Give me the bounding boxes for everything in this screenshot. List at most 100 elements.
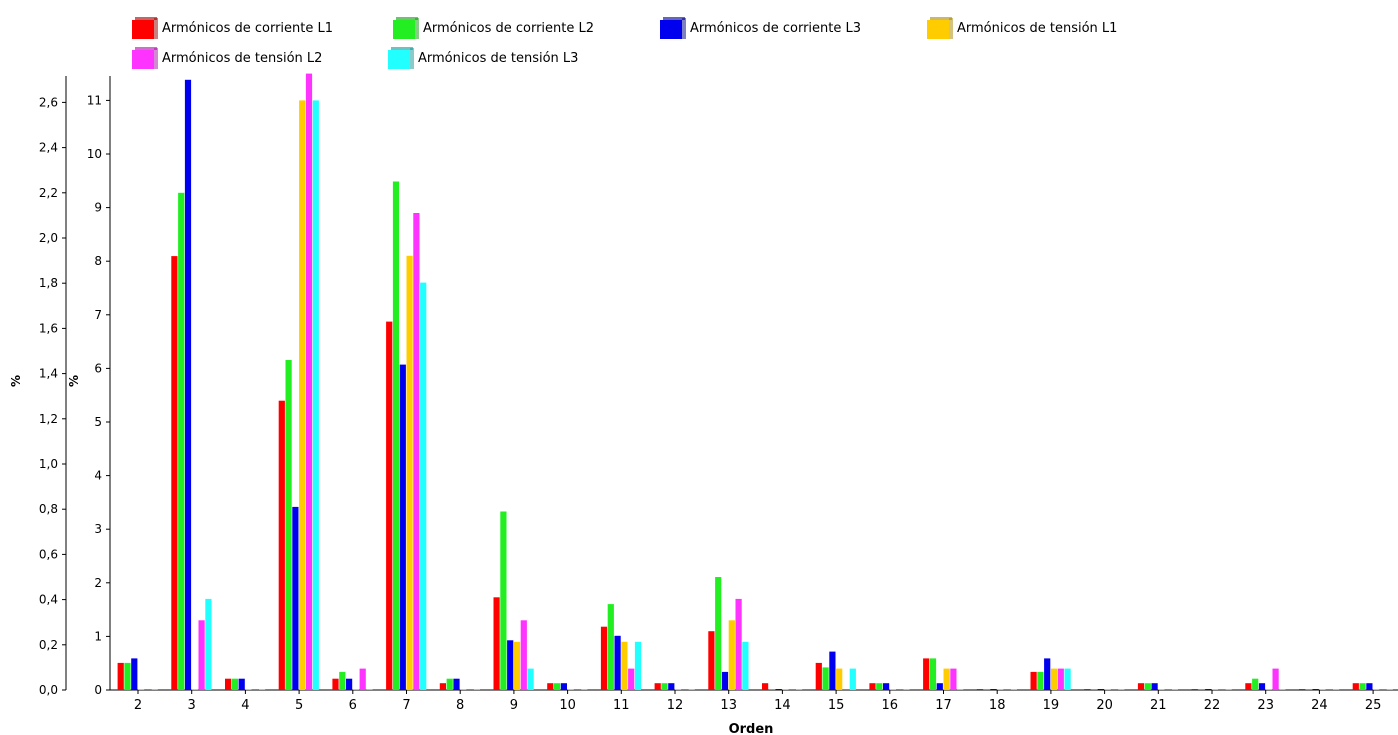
y-tick-label-voltage: 7 [94,308,102,322]
bar-arm-nicos-de-corriente-l1-orden-16 [869,683,876,690]
bar-arm-nicos-de-tensi-n-l1-orden-6 [352,689,359,690]
bar-arm-nicos-de-corriente-l2-orden-2 [124,662,131,690]
bar-arm-nicos-de-tensi-n-l2-orden-13 [735,598,742,690]
legend-item-corriente-l1[interactable]: Armónicos de corriente L1 [132,17,333,39]
bar-arm-nicos-de-tensi-n-l3-orden-18 [1010,689,1017,690]
bar-arm-nicos-de-corriente-l1-orden-11 [600,626,608,690]
bar-arm-nicos-de-corriente-l3-orden-22 [1205,689,1212,690]
bar-arm-nicos-de-tensi-n-l3-orden-4 [259,689,266,690]
bar-arm-nicos-de-tensi-n-l1-orden-9 [513,641,521,690]
bar-arm-nicos-de-tensi-n-l1-orden-10 [567,689,574,690]
y-tick-label-voltage: 11 [87,93,102,107]
bar-arm-nicos-de-tensi-n-l3-orden-10 [581,689,588,690]
bar-arm-nicos-de-tensi-n-l1-orden-7 [406,255,413,691]
bar-arm-nicos-de-tensi-n-l3-orden-25 [1386,689,1393,690]
bar-arm-nicos-de-tensi-n-l3-orden-20 [1118,689,1125,690]
legend: Armónicos de corriente L1 Armónicos de c… [0,0,1398,72]
bar-arm-nicos-de-corriente-l1-orden-9 [493,597,500,690]
bar-arm-nicos-de-tensi-n-l1-orden-13 [728,620,735,690]
bar-arm-nicos-de-corriente-l3-orden-4 [238,678,245,690]
x-tick-label: 25 [1365,698,1382,713]
bar-arm-nicos-de-corriente-l2-orden-6 [339,671,346,690]
bar-arm-nicos-de-corriente-l2-orden-9 [500,511,507,690]
bar-arm-nicos-de-tensi-n-l1-orden-20 [1104,689,1111,690]
axes: 0,0 0,2 0,4 0,6 0,8 1,0 1,2 1,4 1,6 1,8 2,0 2,2 2,4 2… [39,76,1398,713]
bar-arm-nicos-de-tensi-n-l3-orden-7 [420,282,427,690]
bar-arm-nicos-de-tensi-n-l3-orden-19 [1064,668,1071,690]
bar-arm-nicos-de-corriente-l2-orden-7 [392,181,400,690]
bar-arm-nicos-de-corriente-l1-orden-19 [1030,671,1037,690]
bar-arm-nicos-de-corriente-l1-orden-14 [762,683,769,690]
bar-arm-nicos-de-corriente-l3-orden-3 [184,79,192,691]
legend-item-tension-l2[interactable]: Armónicos de tensión L2 [132,47,322,69]
bar-arm-nicos-de-tensi-n-l1-orden-5 [299,100,306,690]
bar-arm-nicos-de-corriente-l1-orden-20 [1084,689,1091,690]
bar-arm-nicos-de-corriente-l2-orden-5 [285,360,292,690]
bar-arm-nicos-de-tensi-n-l3-orden-12 [688,689,695,690]
bar-arm-nicos-de-tensi-n-l1-orden-16 [889,689,896,690]
y-tick-label-voltage: 3 [94,522,102,536]
bar-arm-nicos-de-corriente-l2-orden-23 [1252,678,1259,690]
bar-arm-nicos-de-tensi-n-l1-orden-18 [997,689,1004,690]
x-tick-label: 3 [188,698,196,713]
bar-arm-nicos-de-corriente-l3-orden-6 [346,678,353,690]
bar-arm-nicos-de-tensi-n-l1-orden-23 [1265,689,1272,690]
legend-label: Armónicos de tensión L3 [418,50,579,66]
bar-arm-nicos-de-tensi-n-l3-orden-8 [473,689,480,690]
x-tick-label: 6 [349,698,357,713]
bar-arm-nicos-de-tensi-n-l2-orden-24 [1326,689,1333,690]
bar-arm-nicos-de-corriente-l1-orden-21 [1137,683,1145,690]
series-swatch-icon [132,17,158,39]
bar-arm-nicos-de-corriente-l3-orden-7 [399,364,406,690]
legend-item-corriente-l3[interactable]: Armónicos de corriente L3 [660,17,861,39]
bar-arm-nicos-de-corriente-l1-orden-4 [225,678,232,690]
series-swatch-icon [132,47,158,69]
bar-arm-nicos-de-corriente-l3-orden-18 [990,689,997,690]
bar-arm-nicos-de-corriente-l2-orden-22 [1198,689,1205,690]
y-tick-label-current: 1,2 [39,412,58,426]
legend-item-tension-l1[interactable]: Armónicos de tensión L1 [927,17,1117,39]
legend-item-tension-l3[interactable]: Armónicos de tensión L3 [388,47,578,69]
bar-arm-nicos-de-tensi-n-l1-orden-2 [138,689,145,690]
bar-arm-nicos-de-corriente-l1-orden-15 [815,662,822,690]
x-tick-label: 18 [989,698,1006,713]
bar-arm-nicos-de-tensi-n-l3-orden-15 [849,668,856,690]
x-tick-label: 4 [241,698,249,713]
bar-arm-nicos-de-corriente-l2-orden-16 [876,683,883,690]
x-tick-label: 7 [402,698,410,713]
bar-arm-nicos-de-tensi-n-l2-orden-22 [1218,689,1225,690]
bar-arm-nicos-de-tensi-n-l3-orden-22 [1225,689,1232,690]
bar-arm-nicos-de-corriente-l1-orden-13 [708,631,715,690]
bar-arm-nicos-de-corriente-l2-orden-18 [983,689,990,690]
bar-arm-nicos-de-corriente-l3-orden-19 [1044,658,1051,690]
bar-arm-nicos-de-corriente-l3-orden-12 [668,683,675,690]
bar-arm-nicos-de-tensi-n-l2-orden-6 [359,668,366,690]
y-tick-label-current: 2,2 [39,186,58,200]
x-tick-label: 16 [882,698,899,713]
bar-arm-nicos-de-tensi-n-l1-orden-19 [1050,668,1058,690]
legend-item-corriente-l2[interactable]: Armónicos de corriente L2 [393,17,594,39]
y-tick-label-voltage: 5 [94,415,102,429]
x-tick-label: 17 [935,698,952,713]
series-swatch-icon [388,47,414,69]
legend-label: Armónicos de corriente L2 [423,20,595,36]
bar-arm-nicos-de-corriente-l2-orden-12 [661,683,668,690]
legend-label: Armónicos de tensión L2 [162,50,323,66]
bar-arm-nicos-de-corriente-l3-orden-10 [560,683,567,690]
x-tick-label: 13 [720,698,737,713]
bar-arm-nicos-de-tensi-n-l1-orden-17 [943,668,950,690]
y-tick-label-current: 2,6 [39,95,58,109]
y-tick-label-current: 0,0 [39,683,58,697]
bar-arm-nicos-de-tensi-n-l2-orden-19 [1057,668,1064,690]
y-tick-label-current: 0,4 [39,593,58,607]
bar-arm-nicos-de-tensi-n-l3-orden-23 [1279,689,1286,690]
bar-arm-nicos-de-tensi-n-l1-orden-8 [460,689,467,690]
bar-arm-nicos-de-tensi-n-l2-orden-8 [467,689,474,690]
bar-arm-nicos-de-tensi-n-l2-orden-21 [1165,689,1172,690]
bar-arm-nicos-de-corriente-l1-orden-7 [386,321,393,690]
x-tick-label: 19 [1043,698,1060,713]
bar-arm-nicos-de-corriente-l2-orden-14 [768,689,775,690]
bar-arm-nicos-de-corriente-l3-orden-23 [1258,683,1266,690]
bar-arm-nicos-de-corriente-l1-orden-3 [171,256,178,690]
legend-label: Armónicos de corriente L1 [162,20,334,36]
